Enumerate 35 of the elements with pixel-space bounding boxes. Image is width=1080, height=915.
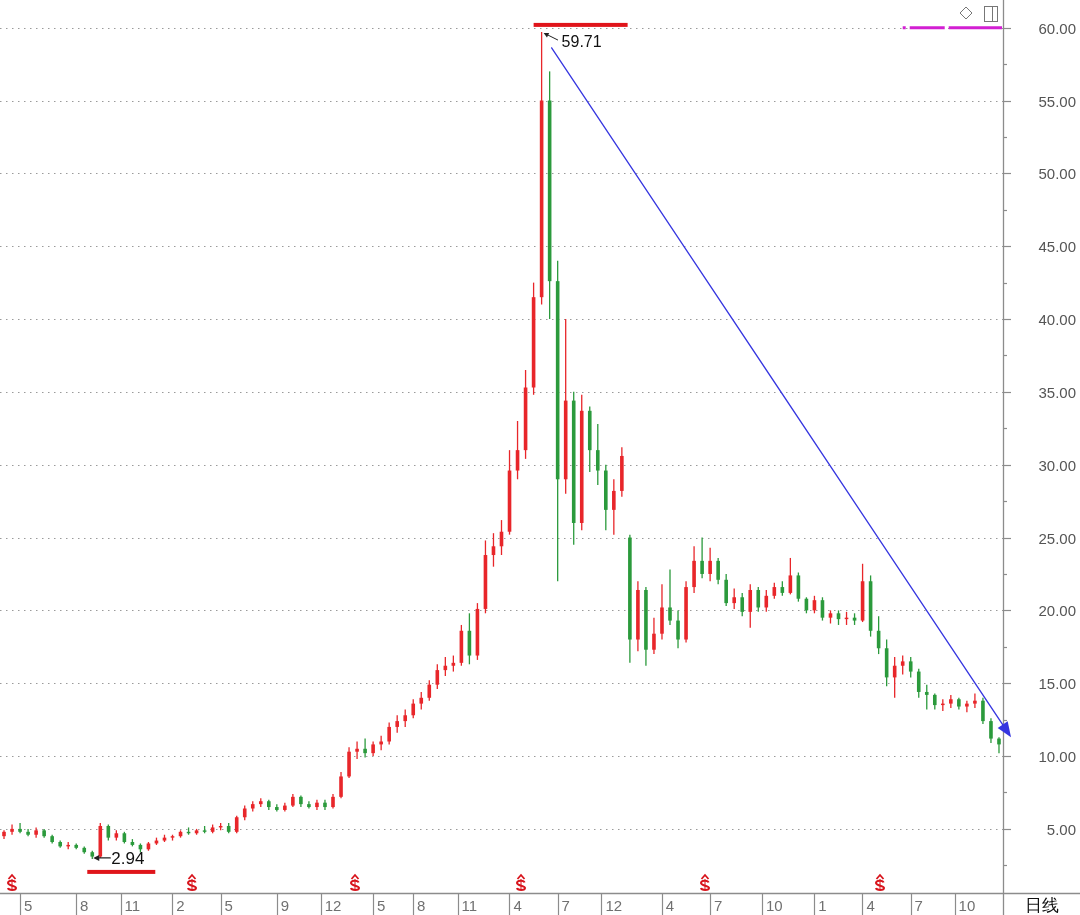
ytick-label: 45.00 bbox=[1038, 238, 1076, 255]
xtick-label: 12 bbox=[605, 897, 623, 914]
ytick-label: 50.00 bbox=[1038, 165, 1076, 182]
xtick-label: 4 bbox=[665, 897, 675, 914]
xtick-label: 5 bbox=[376, 897, 386, 914]
xtick-label: 7 bbox=[914, 897, 923, 914]
ytick-label: 55.00 bbox=[1038, 93, 1076, 110]
ytick-label: 40.00 bbox=[1038, 311, 1076, 328]
xtick-label: 10 bbox=[958, 897, 976, 914]
annotation: 59.71 bbox=[561, 32, 602, 50]
ytick-label: 10.00 bbox=[1038, 748, 1076, 765]
xtick-label: 7 bbox=[561, 897, 570, 914]
xtick-label: 7 bbox=[714, 897, 723, 914]
xtick-label: 10 bbox=[765, 897, 783, 914]
ytick-label: 60.00 bbox=[1038, 20, 1076, 37]
xtick-label: 11 bbox=[461, 897, 478, 914]
annotation: 2.94 bbox=[111, 848, 145, 868]
xtick-label: 4 bbox=[513, 897, 522, 914]
xtick-label: 2 bbox=[176, 897, 185, 914]
xtick-label: 9 bbox=[280, 897, 289, 914]
ytick-label: 25.00 bbox=[1038, 530, 1076, 547]
xtick-label: 4 bbox=[866, 897, 875, 914]
xtick-label: 11 bbox=[124, 897, 141, 914]
xtick-label: 8 bbox=[417, 897, 426, 914]
xtick-label: 1 bbox=[818, 897, 827, 914]
xtick-label: 5 bbox=[23, 897, 33, 914]
xtick-label: 8 bbox=[80, 897, 89, 914]
xtick-label: 12 bbox=[324, 897, 342, 914]
ytick-label: 35.00 bbox=[1038, 384, 1076, 401]
ytick-label: 5.00 bbox=[1046, 821, 1076, 838]
ytick-label: 30.00 bbox=[1038, 457, 1076, 474]
annotation: 日线 bbox=[1024, 896, 1059, 915]
xtick-label: 5 bbox=[224, 897, 233, 914]
ytick-label: 15.00 bbox=[1038, 675, 1076, 692]
ytick-label: 20.00 bbox=[1038, 602, 1076, 619]
